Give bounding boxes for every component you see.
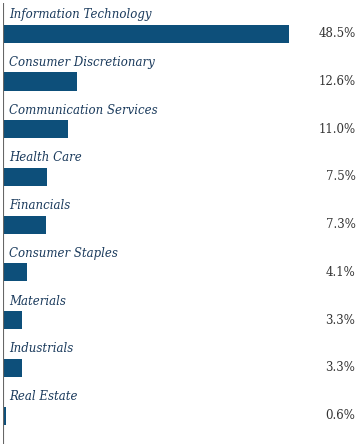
Text: 0.6%: 0.6%: [325, 409, 355, 422]
Text: 3.3%: 3.3%: [325, 361, 355, 375]
Text: Consumer Staples: Consumer Staples: [9, 247, 118, 260]
Text: Consumer Discretionary: Consumer Discretionary: [9, 56, 154, 69]
Text: Financials: Financials: [9, 199, 70, 212]
Bar: [3, 72, 77, 91]
Bar: [3, 359, 22, 377]
Text: Health Care: Health Care: [9, 152, 81, 164]
Bar: [3, 406, 6, 425]
Text: 11.0%: 11.0%: [318, 123, 355, 136]
Text: Information Technology: Information Technology: [9, 8, 151, 21]
Text: 48.5%: 48.5%: [318, 27, 355, 40]
Text: 3.3%: 3.3%: [325, 314, 355, 327]
Text: Real Estate: Real Estate: [9, 390, 77, 403]
Text: 12.6%: 12.6%: [318, 75, 355, 88]
Text: Materials: Materials: [9, 295, 66, 308]
Text: 4.1%: 4.1%: [326, 266, 355, 279]
Bar: [3, 215, 46, 234]
Bar: [3, 311, 22, 329]
Bar: [3, 120, 68, 138]
Bar: [3, 25, 289, 43]
Text: Communication Services: Communication Services: [9, 104, 157, 117]
Bar: [3, 263, 27, 282]
Text: Industrials: Industrials: [9, 342, 73, 355]
Bar: [3, 168, 47, 186]
Text: 7.5%: 7.5%: [325, 170, 355, 183]
Text: 7.3%: 7.3%: [325, 218, 355, 231]
